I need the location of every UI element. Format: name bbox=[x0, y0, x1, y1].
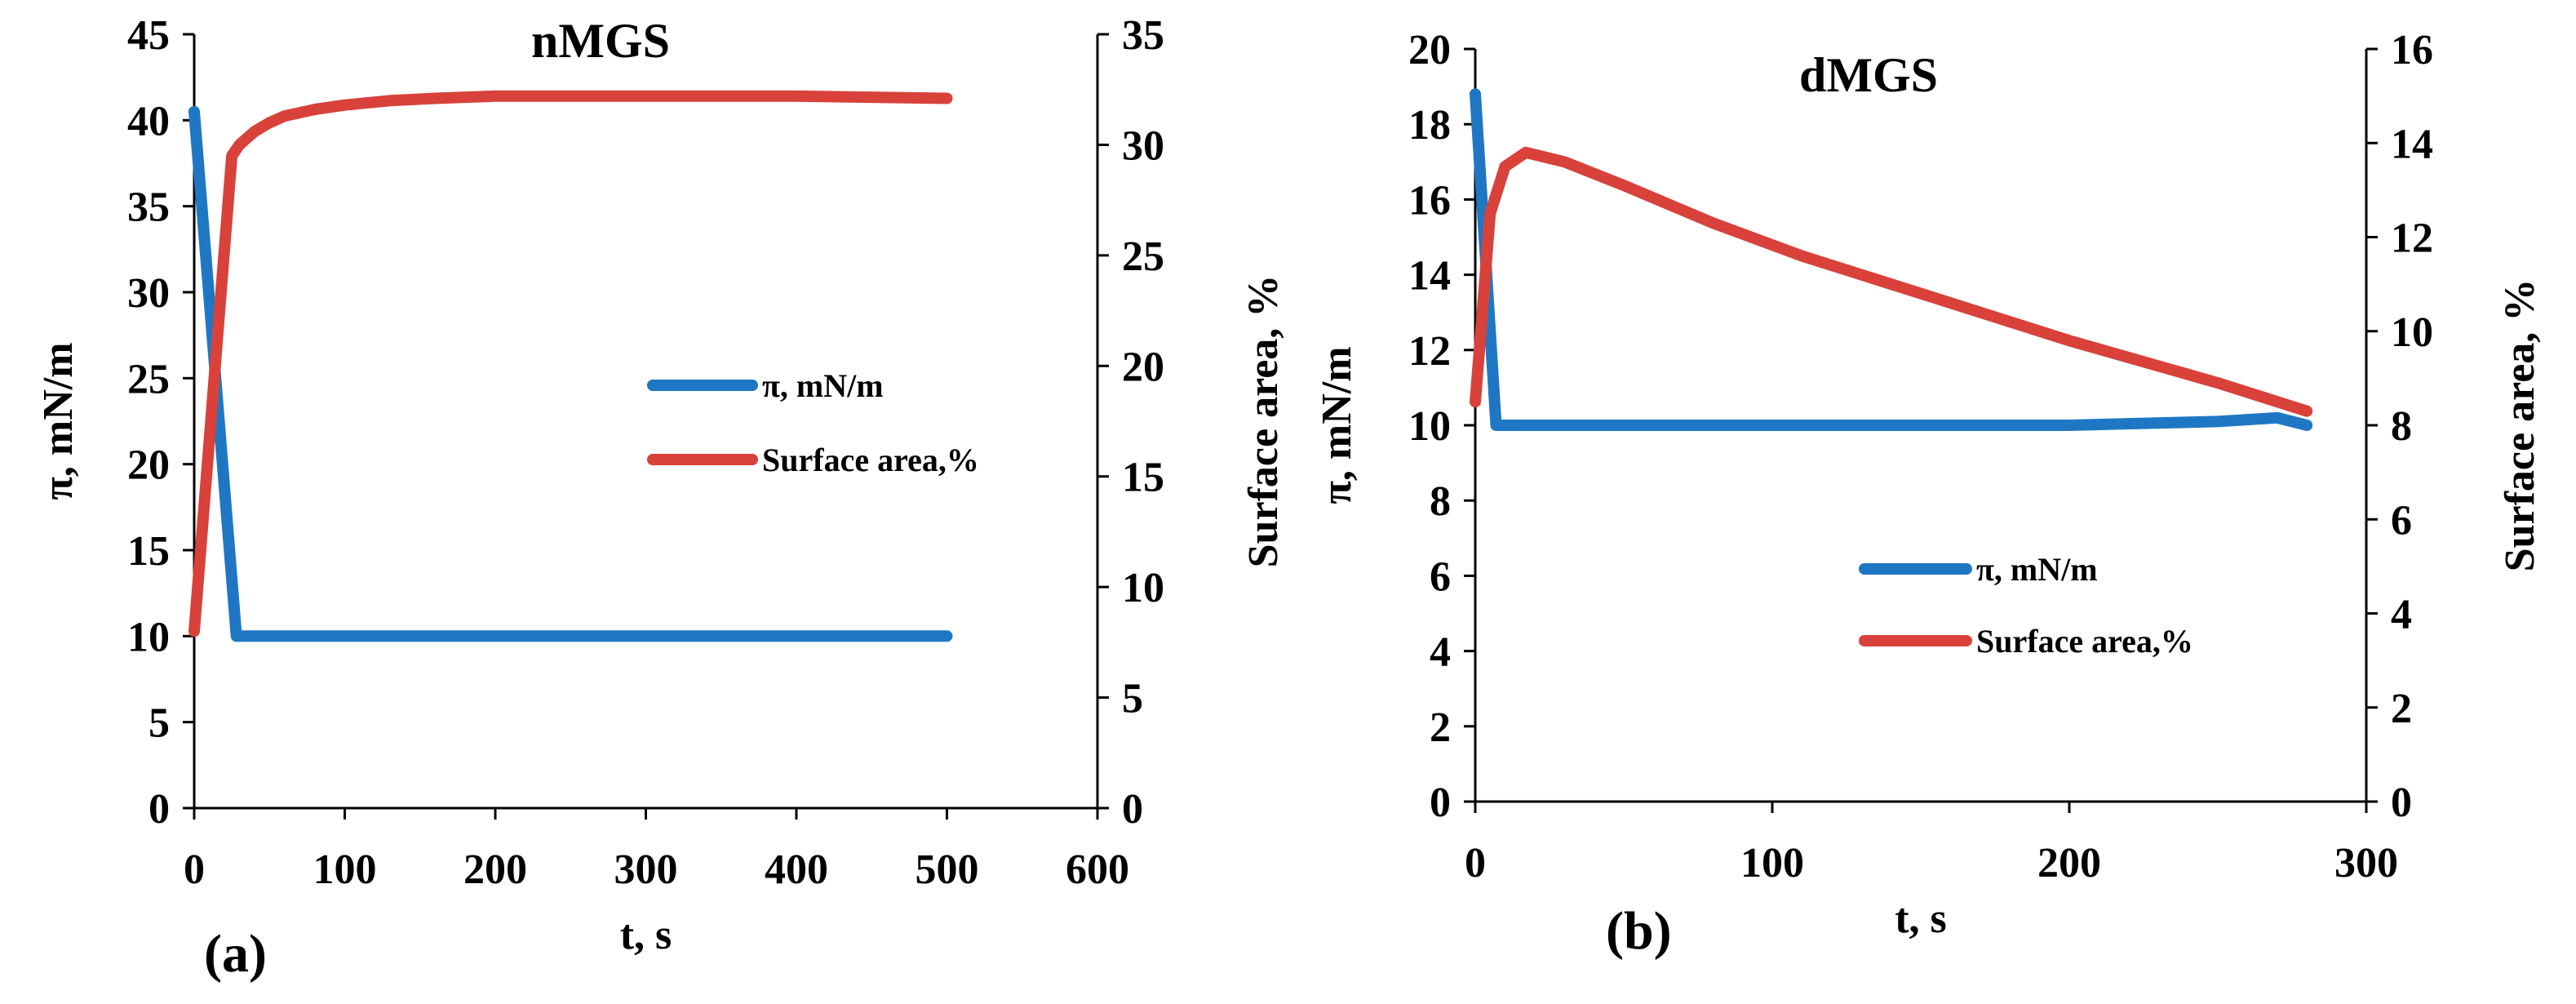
chart-title: nMGS bbox=[531, 14, 670, 68]
x-tick-label: 300 bbox=[2334, 840, 2398, 886]
y-left-tick-label: 10 bbox=[1408, 403, 1451, 450]
y-right-tick-label: 4 bbox=[2391, 592, 2412, 638]
panel-a-chart: 0 100 200 300 400 500 600 0 5 10 15 20 25 30 35 40 45 0 5 1… bbox=[35, 12, 1287, 984]
legend-pressure-label: π, mN/m bbox=[1976, 551, 2098, 588]
y-left-tick-label: 30 bbox=[127, 270, 170, 317]
y-right-tick-label: 20 bbox=[1122, 344, 1164, 390]
y-left-tick-label: 40 bbox=[127, 98, 170, 144]
legend-surface-area-label: Surface area,% bbox=[762, 442, 979, 478]
y-right-tick-label: 14 bbox=[2391, 121, 2433, 167]
x-axis-title: t, s bbox=[1895, 895, 1947, 942]
panel-b-chart: 0 100 200 300024681012141618200246810121416… bbox=[1314, 27, 2543, 961]
y-left-tick-label: 12 bbox=[1408, 328, 1451, 375]
y-left-tick-label: 45 bbox=[127, 12, 170, 59]
x-tick-label: 100 bbox=[1740, 840, 1804, 886]
y-right-tick-label: 6 bbox=[2391, 497, 2412, 544]
y-right-tick-label: 5 bbox=[1122, 676, 1143, 722]
y-left-tick-label: 18 bbox=[1408, 102, 1451, 149]
y-left-tick-label: 0 bbox=[1430, 780, 1451, 826]
y-right-tick-label: 16 bbox=[2391, 27, 2433, 73]
y-left-tick-label: 5 bbox=[149, 700, 170, 747]
y-left-tick-label: 14 bbox=[1408, 253, 1451, 300]
panel-label: (a) bbox=[204, 924, 267, 984]
y-left-tick-label: 25 bbox=[127, 356, 170, 402]
x-axis-title: t, s bbox=[620, 912, 672, 958]
legend-pressure-label: π, mN/m bbox=[762, 367, 884, 404]
y-left-tick-label: 6 bbox=[1430, 553, 1451, 600]
y-left-tick-label: 8 bbox=[1430, 478, 1451, 525]
x-tick-label: 200 bbox=[463, 846, 527, 893]
y-right-tick-label: 8 bbox=[2391, 403, 2412, 450]
pressure-series-line bbox=[1470, 88, 2313, 431]
y-right-tick-label: 30 bbox=[1122, 122, 1164, 169]
y-left-tick-label: 16 bbox=[1408, 177, 1451, 224]
y-left-tick-label: 4 bbox=[1430, 629, 1451, 676]
chart-title: dMGS bbox=[1799, 48, 1938, 102]
y-right-tick-label: 35 bbox=[1122, 12, 1164, 59]
y-left-tick-label: 35 bbox=[127, 184, 170, 231]
pressure-series-line bbox=[188, 105, 953, 642]
x-tick-label: 0 bbox=[1465, 840, 1486, 886]
y-right-tick-label: 25 bbox=[1122, 233, 1164, 280]
x-tick-label: 100 bbox=[313, 846, 377, 893]
legend-surface-area-label: Surface area,% bbox=[1976, 623, 2193, 660]
y-axis-right-title: Surface area, % bbox=[1240, 275, 1287, 568]
y-axis-left-title: π, mN/m bbox=[1314, 346, 1360, 504]
x-tick-label: 500 bbox=[916, 846, 979, 893]
y-right-tick-label: 0 bbox=[1122, 786, 1143, 833]
y-right-tick-label: 10 bbox=[1122, 565, 1164, 611]
y-right-tick-label: 0 bbox=[2391, 780, 2412, 826]
x-tick-label: 300 bbox=[614, 846, 678, 893]
surface-area-series-line bbox=[188, 90, 953, 637]
y-left-tick-label: 20 bbox=[127, 442, 170, 489]
y-right-tick-label: 12 bbox=[2391, 215, 2433, 262]
y-left-tick-label: 15 bbox=[127, 528, 170, 575]
x-tick-label: 600 bbox=[1066, 846, 1129, 893]
x-tick-label: 400 bbox=[765, 846, 828, 893]
y-axis-right-title: Surface area, % bbox=[2497, 279, 2543, 572]
y-left-tick-label: 0 bbox=[149, 786, 170, 833]
x-tick-label: 0 bbox=[184, 846, 205, 893]
y-axis-left-title: π, mN/m bbox=[35, 342, 82, 500]
y-right-tick-label: 15 bbox=[1122, 455, 1164, 501]
panel-label: (b) bbox=[1606, 901, 1672, 961]
y-right-tick-label: 10 bbox=[2391, 309, 2433, 356]
surface-area-series-line bbox=[1470, 146, 2313, 417]
x-tick-label: 200 bbox=[2037, 840, 2101, 886]
y-left-tick-label: 2 bbox=[1430, 704, 1451, 751]
y-left-tick-label: 20 bbox=[1408, 27, 1451, 73]
y-right-tick-label: 2 bbox=[2391, 686, 2412, 732]
y-left-tick-label: 10 bbox=[127, 614, 170, 660]
